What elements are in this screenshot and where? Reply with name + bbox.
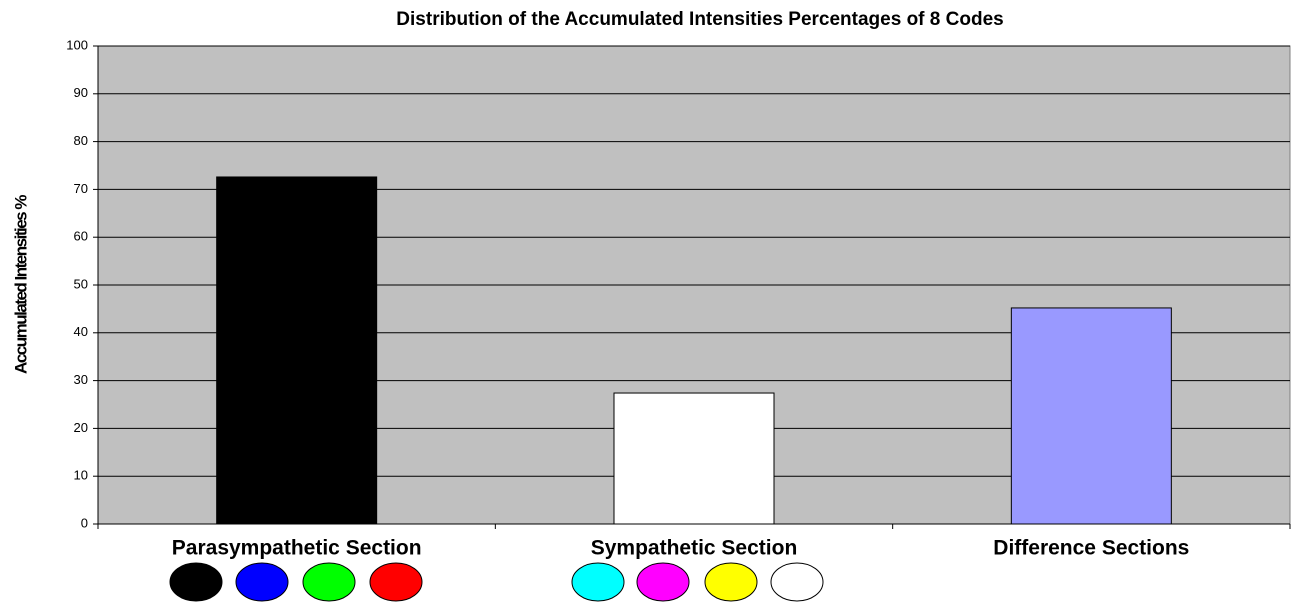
code-swatches [169,562,824,602]
swatch [571,562,625,602]
y-tick-label: 40 [74,324,88,339]
x-tick-label: Difference Sections [993,537,1189,560]
bar [216,176,378,525]
x-tick-label: Sympathetic Section [591,537,798,560]
y-tick-label: 30 [74,372,88,387]
bar [1010,307,1172,525]
swatch [636,562,690,602]
y-tick-label: 0 [81,515,88,530]
y-axis-label: Accumulated Intensities % [11,195,30,374]
y-tick-label: 50 [74,276,88,291]
y-tick-label: 10 [74,468,88,483]
swatch [302,562,356,602]
swatch [770,562,824,602]
y-tick-label: 80 [74,133,88,148]
swatch [704,562,758,602]
bar [613,392,775,525]
swatch [169,562,223,602]
swatch [369,562,423,602]
y-tick-label: 60 [74,229,88,244]
y-tick-label: 20 [74,420,88,435]
y-tick-label: 70 [74,181,88,196]
chart-title: Distribution of the Accumulated Intensit… [396,9,1003,30]
swatch [235,562,289,602]
y-tick-label: 90 [74,85,88,100]
y-tick-label: 100 [66,37,88,52]
x-tick-label: Parasympathetic Section [172,537,422,560]
